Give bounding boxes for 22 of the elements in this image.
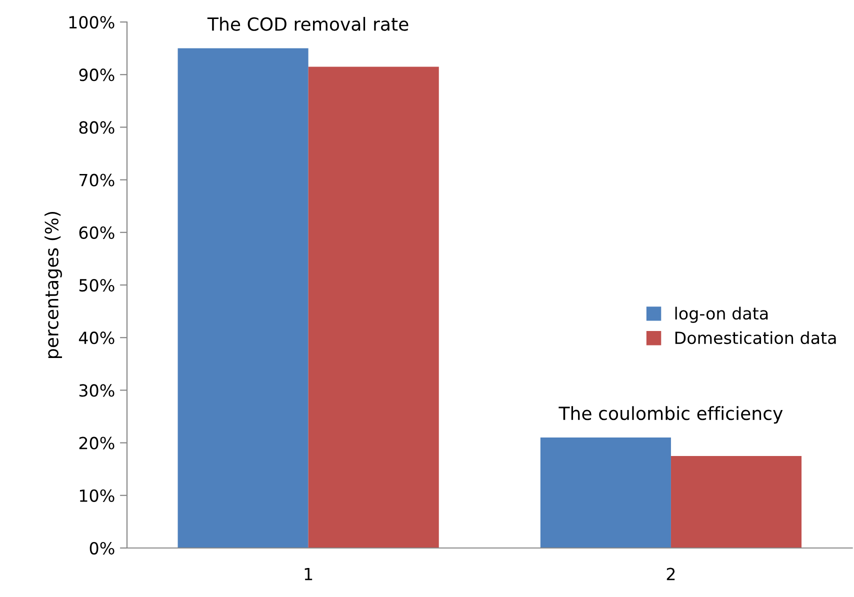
y-tick-label: 50% xyxy=(79,278,114,292)
annotation: The COD removal rate xyxy=(207,16,408,31)
y-tick-label: 30% xyxy=(79,384,114,397)
y-tick-label: 20% xyxy=(79,436,114,450)
annotation: The coulombic efficiency xyxy=(558,406,783,424)
bar xyxy=(670,456,802,548)
y-tick-label: 0% xyxy=(90,542,114,555)
legend-label: Domestication data xyxy=(675,331,836,344)
y-tick-label: 90% xyxy=(79,68,114,82)
legend-label: log-on data xyxy=(675,306,768,323)
y-tick-label: 10% xyxy=(80,489,114,502)
x-tick-label: 1 xyxy=(304,568,312,580)
x-tick-label: 2 xyxy=(666,568,675,580)
y-tick-label: 100% xyxy=(69,16,114,29)
y-tick-label: 60% xyxy=(79,226,114,239)
y-tick-label: 70% xyxy=(80,174,114,186)
y-tick-label: 80% xyxy=(79,121,114,134)
bar xyxy=(540,438,671,548)
bar xyxy=(178,48,308,548)
bar xyxy=(308,66,439,548)
y-axis-title: percentages (%) xyxy=(44,212,62,358)
y-tick-label: 40% xyxy=(78,332,114,344)
